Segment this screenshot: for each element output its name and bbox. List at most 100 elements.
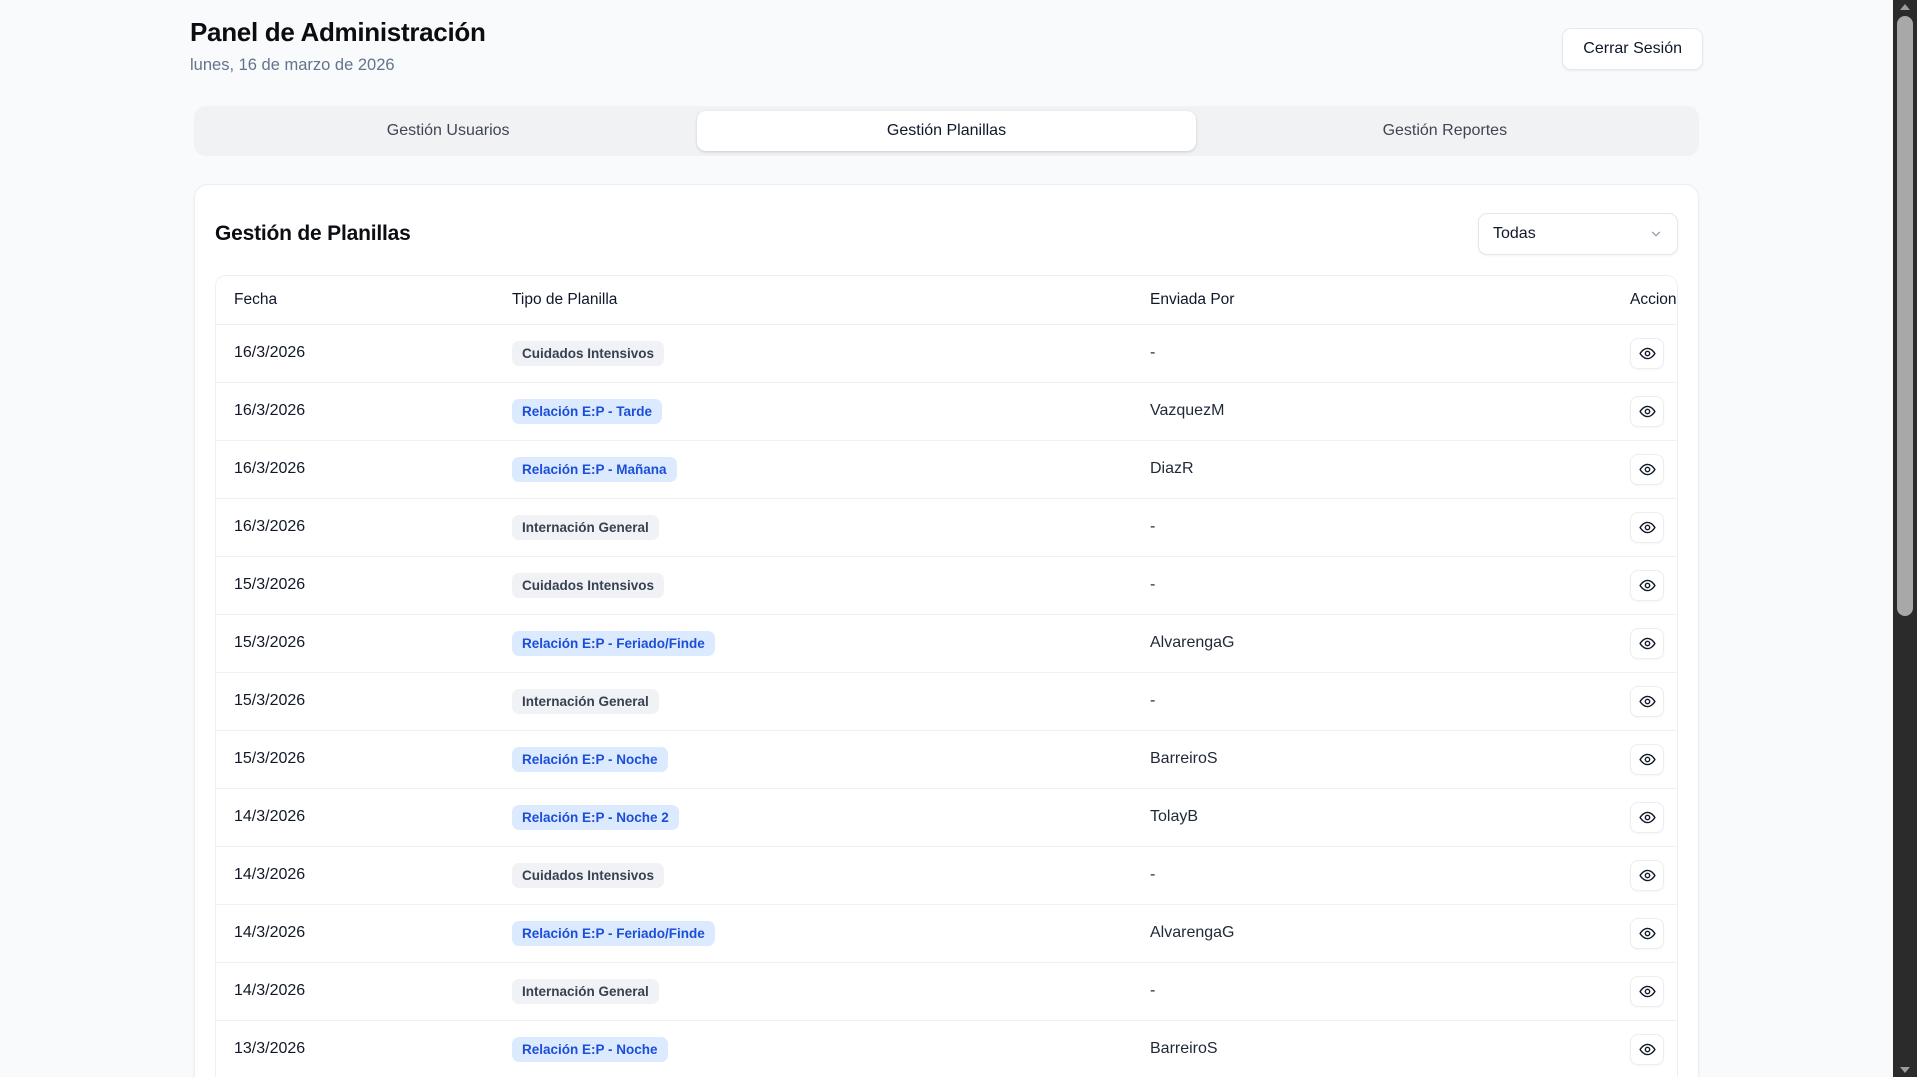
cell-fecha: 16/3/2026 [216, 324, 494, 383]
view-planilla-button[interactable] [1630, 627, 1664, 659]
tipo-badge: Relación E:P - Feriado/Finde [512, 630, 715, 657]
table-row: 16/3/2026 Relación E:P - Mañana DiazR [216, 440, 1677, 499]
eye-icon [1638, 405, 1656, 418]
table-row: 15/3/2026 Cuidados Intensivos - [216, 556, 1677, 615]
tipo-badge: Relación E:P - Noche [512, 746, 668, 773]
view-planilla-button[interactable] [1630, 801, 1664, 833]
cell-tipo: Internación General [494, 498, 1132, 557]
cell-fecha: 15/3/2026 [216, 556, 494, 615]
cell-enviada-por: BarreiroS [1132, 1020, 1612, 1077]
view-planilla-button[interactable] [1630, 685, 1664, 717]
column-header-acciones: Acciones [1612, 275, 1677, 325]
view-planilla-button[interactable] [1630, 395, 1664, 427]
eye-icon [1638, 463, 1656, 476]
cell-enviada-por: BarreiroS [1132, 730, 1612, 789]
chevron-down-icon [1651, 231, 1661, 237]
table-row: 15/3/2026 Relación E:P - Noche BarreiroS [216, 730, 1677, 789]
eye-icon [1638, 579, 1656, 592]
table-row: 15/3/2026 Relación E:P - Feriado/Finde Alv… [216, 614, 1677, 673]
filter-select[interactable]: Todas [1478, 212, 1678, 255]
table-row: 14/3/2026 Cuidados Intensivos - [216, 846, 1677, 905]
cell-enviada-por: VazquezM [1132, 382, 1612, 441]
tipo-badge: Internación General [512, 978, 659, 1005]
cell-acciones [1612, 904, 1677, 963]
table-row: 15/3/2026 Internación General - [216, 672, 1677, 731]
cell-fecha: 14/3/2026 [216, 904, 494, 963]
cell-enviada-por: - [1132, 498, 1612, 557]
tab-gestion-reportes[interactable]: Gestión Reportes [1196, 111, 1694, 151]
tipo-badge: Internación General [512, 514, 659, 541]
view-planilla-button[interactable] [1630, 975, 1664, 1007]
cell-tipo: Relación E:P - Feriado/Finde [494, 904, 1132, 963]
eye-icon [1638, 811, 1656, 824]
tipo-badge: Cuidados Intensivos [512, 572, 665, 599]
header-titles: Panel de Administración lunes, 16 de mar… [190, 16, 486, 76]
cell-fecha: 15/3/2026 [216, 730, 494, 789]
view-planilla-button[interactable] [1630, 917, 1664, 949]
filter-select-value: Todas [1493, 224, 1536, 242]
tipo-badge: Relación E:P - Feriado/Finde [512, 920, 715, 947]
scrollbar-thumb[interactable] [1897, 16, 1913, 616]
cell-acciones [1612, 382, 1677, 441]
tipo-badge: Cuidados Intensivos [512, 862, 665, 889]
view-planilla-button[interactable] [1630, 337, 1664, 369]
planillas-table: Fecha Tipo de Planilla Enviada Por Accio… [216, 275, 1677, 1077]
cell-enviada-por: TolayB [1132, 788, 1612, 847]
cell-acciones [1612, 498, 1677, 557]
table-row: 16/3/2026 Relación E:P - Tarde VazquezM [216, 382, 1677, 441]
cell-fecha: 14/3/2026 [216, 788, 494, 847]
tipo-badge: Relación E:P - Tarde [512, 398, 663, 425]
view-planilla-button[interactable] [1630, 453, 1664, 485]
tab-gestion-planillas[interactable]: Gestión Planillas [697, 110, 1196, 151]
view-planilla-button[interactable] [1630, 1033, 1664, 1065]
cell-enviada-por: - [1132, 846, 1612, 905]
filter-select-wrap: Todas [1478, 212, 1678, 255]
cell-enviada-por: - [1132, 324, 1612, 383]
tipo-badge: Relación E:P - Noche 2 [512, 804, 679, 831]
eye-icon [1638, 1043, 1656, 1056]
tipo-badge: Relación E:P - Mañana [512, 456, 677, 483]
view-planilla-button[interactable] [1630, 511, 1664, 543]
eye-icon [1638, 695, 1656, 708]
card-title: Gestión de Planillas [215, 221, 411, 245]
column-header-fecha: Fecha [216, 275, 494, 325]
cell-tipo: Relación E:P - Noche 2 [494, 788, 1132, 847]
card-header: Gestión de Planillas Todas [215, 207, 1678, 275]
page-title: Panel de Administración [190, 17, 486, 47]
cell-enviada-por: - [1132, 556, 1612, 615]
tipo-badge: Internación General [512, 688, 659, 715]
view-planilla-button[interactable] [1630, 569, 1664, 601]
cell-fecha: 16/3/2026 [216, 440, 494, 499]
table-row: 14/3/2026 Internación General - [216, 962, 1677, 1021]
eye-icon [1638, 927, 1656, 940]
cell-fecha: 16/3/2026 [216, 498, 494, 557]
eye-icon [1638, 347, 1656, 360]
view-planilla-button[interactable] [1630, 743, 1664, 775]
view-planilla-button[interactable] [1630, 859, 1664, 891]
planillas-card: Gestión de Planillas Todas Fecha [194, 183, 1699, 1077]
table-row: 14/3/2026 Relación E:P - Noche 2 TolayB [216, 788, 1677, 847]
tab-gestion-usuarios[interactable]: Gestión Usuarios [199, 111, 697, 151]
cell-fecha: 15/3/2026 [216, 614, 494, 673]
table-row: 13/3/2026 Relación E:P - Noche BarreiroS [216, 1020, 1677, 1077]
vertical-scrollbar[interactable] [1893, 0, 1917, 1077]
cell-acciones [1612, 440, 1677, 499]
cell-tipo: Relación E:P - Feriado/Finde [494, 614, 1132, 673]
tab-bar: Gestión Usuarios Gestión Planillas Gesti… [194, 105, 1699, 156]
cell-enviada-por: - [1132, 962, 1612, 1021]
table-head: Fecha Tipo de Planilla Enviada Por Accio… [216, 275, 1677, 325]
table-row: 14/3/2026 Relación E:P - Feriado/Finde Alv… [216, 904, 1677, 963]
scroll-up-arrow-icon[interactable] [1893, 0, 1917, 14]
cell-enviada-por: AlvarengaG [1132, 614, 1612, 673]
logout-button[interactable]: Cerrar Sesión [1562, 28, 1703, 70]
eye-icon [1638, 637, 1656, 650]
cell-acciones [1612, 614, 1677, 673]
tipo-badge: Cuidados Intensivos [512, 340, 665, 367]
page-header: Panel de Administración lunes, 16 de mar… [190, 0, 1703, 76]
cell-acciones [1612, 556, 1677, 615]
page-date: lunes, 16 de marzo de 2026 [190, 55, 395, 74]
scroll-down-arrow-icon[interactable] [1893, 1063, 1917, 1077]
cell-enviada-por: DiazR [1132, 440, 1612, 499]
eye-icon [1638, 869, 1656, 882]
